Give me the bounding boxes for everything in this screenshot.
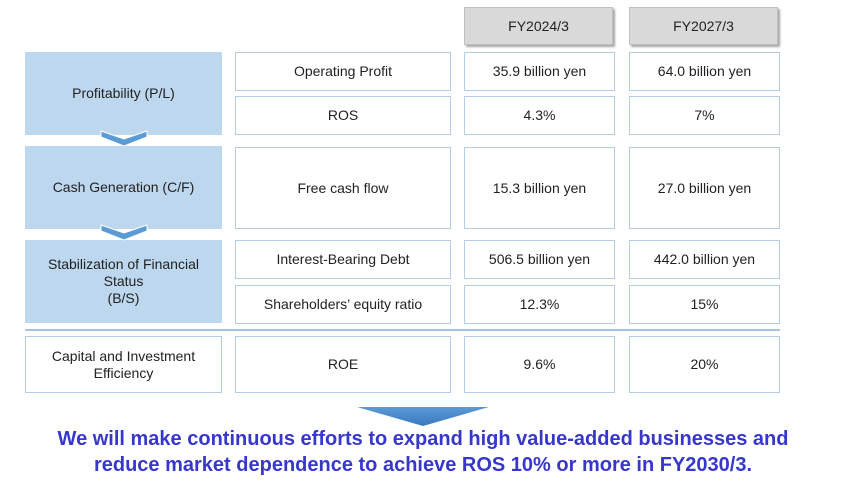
chevron-down-icon	[100, 130, 148, 147]
category-profitability: Profitability (P/L)	[25, 52, 222, 135]
metric-interest-bearing-debt: Interest-Bearing Debt	[235, 240, 451, 279]
value-roe-fy2024: 9.6%	[464, 336, 615, 393]
summary-line-2: reduce market dependence to achieve ROS …	[93, 454, 753, 476]
value-ros-fy2024: 4.3%	[464, 96, 615, 135]
value-free-cash-flow-fy2024: 15.3 billion yen	[464, 147, 615, 229]
metric-free-cash-flow: Free cash flow	[235, 147, 451, 229]
header-fy2024: FY2024/3	[464, 7, 613, 45]
value-operating-profit-fy2027: 64.0 billion yen	[629, 52, 780, 91]
value-equity-ratio-fy2024: 12.3%	[464, 285, 615, 324]
section-divider	[25, 329, 780, 331]
chevron-down-icon	[100, 224, 148, 241]
category-capital-efficiency: Capital and Investment Efficiency	[25, 336, 222, 393]
summary-line-1: We will make continuous efforts to expan…	[57, 428, 789, 450]
arrow-down-icon	[357, 407, 489, 426]
category-stabilization: Stabilization of Financial Status (B/S)	[25, 240, 222, 323]
metric-ros: ROS	[235, 96, 451, 135]
value-operating-profit-fy2024: 35.9 billion yen	[464, 52, 615, 91]
metric-roe: ROE	[235, 336, 451, 393]
value-debt-fy2024: 506.5 billion yen	[464, 240, 615, 279]
metric-operating-profit: Operating Profit	[235, 52, 451, 91]
value-debt-fy2027: 442.0 billion yen	[629, 240, 780, 279]
value-equity-ratio-fy2027: 15%	[629, 285, 780, 324]
value-free-cash-flow-fy2027: 27.0 billion yen	[629, 147, 780, 229]
category-cash-generation: Cash Generation (C/F)	[25, 146, 222, 229]
value-roe-fy2027: 20%	[629, 336, 780, 393]
value-ros-fy2027: 7%	[629, 96, 780, 135]
metric-equity-ratio: Shareholders’ equity ratio	[235, 285, 451, 324]
header-fy2027: FY2027/3	[629, 7, 778, 45]
